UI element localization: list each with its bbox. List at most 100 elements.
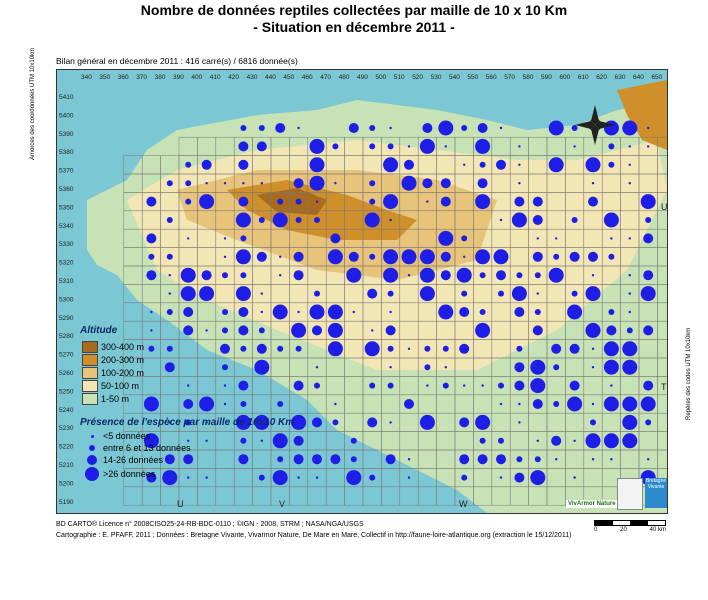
observation-dot [499, 476, 503, 479]
observation-dot [279, 255, 282, 258]
observation-dot [588, 251, 598, 262]
observation-dot [258, 474, 265, 481]
observation-dot [183, 307, 194, 317]
observation-dot [401, 249, 417, 265]
x-tick-label: 380 [155, 74, 166, 81]
y-tick-label: 5280 [59, 333, 74, 340]
observation-dot [389, 310, 392, 314]
legend-presence-label: >26 données [103, 469, 156, 479]
observation-dot [438, 304, 454, 320]
observation-dot [493, 249, 509, 265]
observation-dot [369, 198, 376, 205]
observation-dot [591, 274, 595, 277]
observation-dot [330, 233, 341, 244]
observation-dot [235, 249, 251, 265]
legend-altitude-item: 100-200 m [82, 367, 144, 379]
observation-dot [603, 120, 619, 136]
observation-dot [148, 253, 155, 260]
x-tick-label: 440 [265, 74, 276, 81]
observation-dot [551, 435, 562, 446]
observation-dot [573, 145, 576, 148]
observation-dot [440, 178, 451, 189]
utm-zone-labels: U V W U T [177, 202, 667, 509]
observation-dot [610, 237, 613, 240]
observation-dot [626, 327, 633, 334]
observation-dot [407, 458, 411, 461]
observation-dot [424, 364, 431, 371]
scale-label: 40 km [649, 527, 666, 533]
y-tick-label: 5330 [59, 241, 74, 248]
observation-dot [143, 433, 159, 449]
map-canvas[interactable]: 340 350 360 370 380 390 400 410 420 430 440 450 460 4… [57, 70, 667, 513]
observation-dot [240, 401, 247, 407]
observation-dot [404, 159, 414, 170]
observation-dot [185, 198, 192, 205]
utm-zone-label: W [459, 499, 468, 509]
observation-dot [585, 286, 601, 302]
observation-dot [514, 307, 525, 317]
observation-dot [222, 309, 228, 315]
observation-dot [603, 359, 619, 375]
legend-altitude-item: 300-400 m [82, 341, 144, 353]
observation-dot [628, 145, 631, 148]
observation-dot [277, 345, 284, 352]
legend-swatch [82, 341, 98, 353]
observation-dot [297, 126, 300, 130]
legend-altitude-label: 300-400 m [101, 342, 145, 352]
legend-presence-item: <5 données [84, 431, 150, 441]
x-tick-label: 410 [210, 74, 221, 81]
observation-dot [534, 456, 541, 463]
observation-dot [496, 270, 506, 281]
observation-dot [555, 237, 558, 240]
map-subtitle: - Situation en décembre 2011 - [253, 19, 455, 35]
observation-dot [369, 143, 376, 150]
observation-dot [205, 439, 208, 442]
observation-dot [295, 198, 302, 205]
observation-dot [164, 362, 175, 373]
observation-dot [551, 343, 562, 354]
observation-dot [498, 290, 504, 297]
observation-dot [272, 470, 288, 486]
observation-dot [610, 384, 613, 387]
map-area[interactable]: 340 350 360 370 380 390 400 410 420 430 440 450 460 4… [56, 69, 668, 514]
observation-dot [309, 157, 325, 173]
observation-dot [332, 143, 339, 150]
observation-dot [185, 161, 192, 168]
grid-cell [160, 376, 180, 396]
observation-dot [162, 470, 178, 486]
observation-dot [277, 198, 284, 205]
grid-cell [141, 357, 161, 377]
x-tick-label: 620 [596, 74, 607, 81]
observation-dot [352, 310, 355, 314]
observation-dot [314, 217, 320, 223]
observation-dot [475, 194, 491, 210]
observation-dot [518, 145, 521, 148]
observation-dot [199, 194, 215, 210]
observation-dot [426, 384, 429, 387]
observation-dot [622, 433, 638, 449]
observation-dot [185, 180, 192, 187]
y-tick-label: 5190 [59, 499, 74, 506]
legend-altitude-item: 50-100 m [82, 380, 139, 392]
observation-dot [293, 251, 304, 262]
observation-dot [477, 178, 488, 189]
observation-dot [498, 382, 504, 389]
x-tick-label: 400 [191, 74, 202, 81]
observation-dot [205, 476, 208, 479]
observation-dot [426, 200, 429, 203]
vivarmor-logo: VivArmor Nature [566, 500, 618, 508]
legend-swatch [82, 354, 98, 366]
observation-dot [205, 421, 208, 424]
observation-dot [628, 182, 631, 185]
observation-dot [591, 458, 595, 461]
observation-dot [608, 161, 615, 168]
observation-dot [383, 194, 399, 210]
observation-dot [240, 272, 247, 279]
observation-dot [610, 458, 613, 461]
observation-dot [256, 343, 267, 354]
observation-dot [532, 215, 543, 225]
grid-cell [215, 468, 235, 488]
observation-dot [180, 286, 196, 302]
compass-rose-icon [575, 105, 615, 145]
observation-dot [569, 343, 580, 354]
